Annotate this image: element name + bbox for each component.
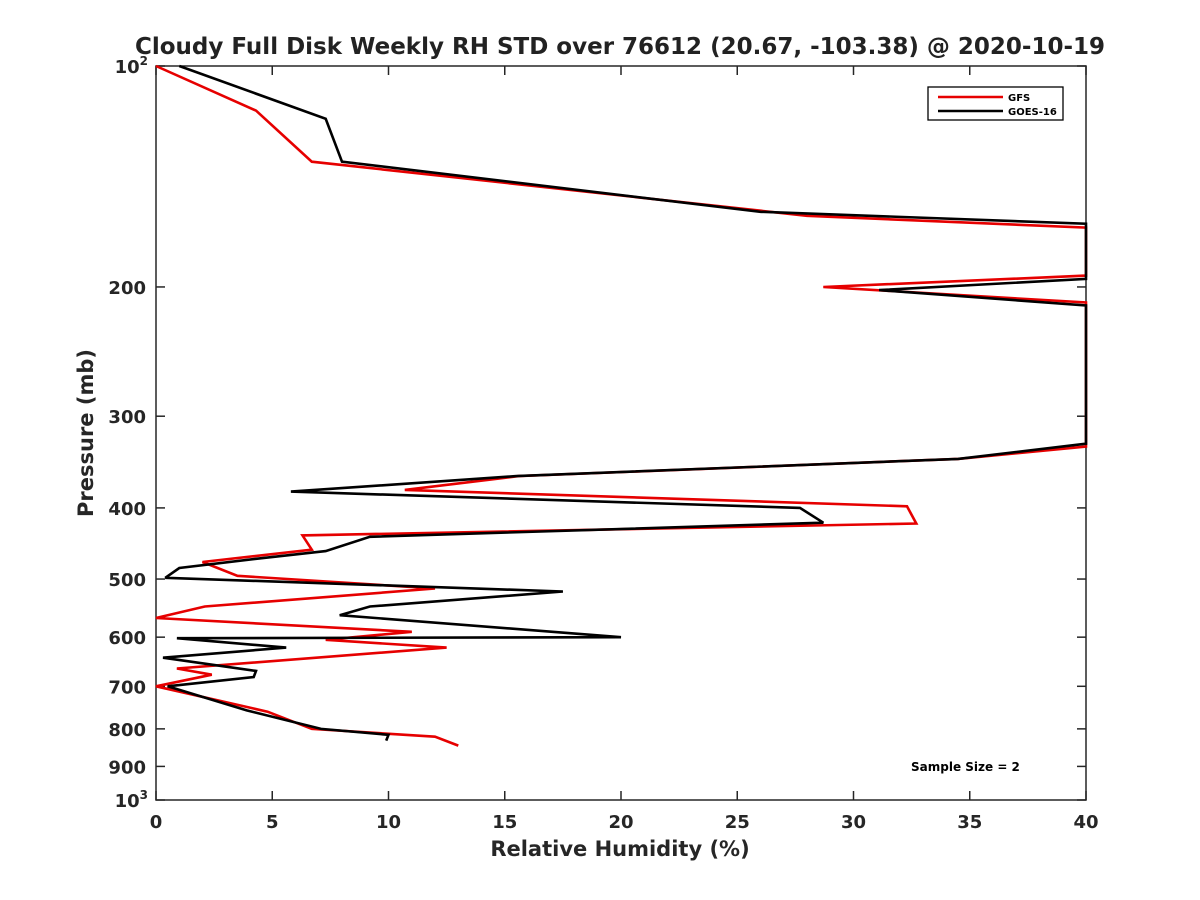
y-tick-label: 300 xyxy=(108,407,146,428)
y-tick-label: 900 xyxy=(108,757,146,778)
sample-size-annotation: Sample Size = 2 xyxy=(911,760,1020,774)
y-tick-label: 500 xyxy=(108,570,146,591)
x-tick-label: 5 xyxy=(266,812,279,833)
y-tick-label: 102 xyxy=(115,54,148,78)
legend-label-gfs: GFS xyxy=(1008,93,1030,104)
y-tick-label: 700 xyxy=(108,677,146,698)
y-tick-label: 800 xyxy=(108,720,146,741)
x-tick-label: 25 xyxy=(725,812,750,833)
y-tick-label: 200 xyxy=(108,278,146,299)
legend-box xyxy=(927,86,1064,121)
x-tick-label: 35 xyxy=(957,812,982,833)
y-axis-ticks: 102 200 300 400 500 600 700 800 900 103 xyxy=(108,54,1086,812)
plot-area-frame xyxy=(155,65,1087,801)
y-axis-label: Pressure (mb) xyxy=(74,349,98,517)
y-tick-label: 400 xyxy=(108,499,146,520)
x-axis-ticks: 0 5 10 15 20 25 30 35 40 xyxy=(150,66,1099,833)
x-axis-label: Relative Humidity (%) xyxy=(490,837,749,861)
x-tick-label: 20 xyxy=(608,812,633,833)
x-tick-label: 0 xyxy=(150,812,163,833)
series-layer xyxy=(155,64,1088,747)
x-tick-label: 30 xyxy=(841,812,866,833)
series-line-gfs xyxy=(155,64,1088,747)
x-tick-label: 40 xyxy=(1073,812,1098,833)
series-line-goes-16 xyxy=(162,64,1088,742)
chart-title: Cloudy Full Disk Weekly RH STD over 7661… xyxy=(135,34,1105,60)
x-tick-label: 15 xyxy=(492,812,517,833)
legend-label-goes-16: GOES-16 xyxy=(1008,107,1057,118)
y-tick-label: 600 xyxy=(108,628,146,649)
legend: GFS GOES-16 xyxy=(927,86,1064,121)
x-tick-label: 10 xyxy=(376,812,401,833)
y-tick-label: 103 xyxy=(115,788,148,812)
